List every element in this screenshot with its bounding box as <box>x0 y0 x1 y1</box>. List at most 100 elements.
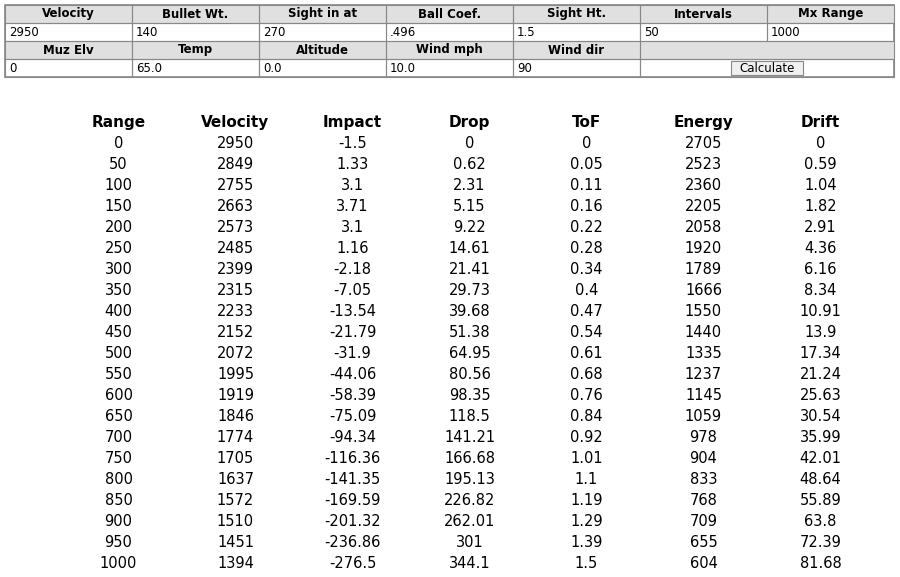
Text: -75.09: -75.09 <box>328 409 376 424</box>
Bar <box>767 5 894 23</box>
Text: 270: 270 <box>263 25 285 39</box>
Text: 1550: 1550 <box>685 304 722 319</box>
Text: 400: 400 <box>104 304 132 319</box>
Text: 950: 950 <box>104 535 132 550</box>
Text: Muz Elv: Muz Elv <box>43 43 94 57</box>
Text: 0: 0 <box>815 136 825 151</box>
Text: 1059: 1059 <box>685 409 722 424</box>
Text: Temp: Temp <box>178 43 213 57</box>
Text: 500: 500 <box>104 346 132 361</box>
Text: 800: 800 <box>104 472 132 487</box>
Text: 300: 300 <box>104 262 132 277</box>
Text: 29.73: 29.73 <box>448 283 490 298</box>
Text: Wind dir: Wind dir <box>548 43 605 57</box>
Text: 2755: 2755 <box>217 178 254 193</box>
Text: 904: 904 <box>689 451 717 466</box>
Bar <box>640 23 767 41</box>
Bar <box>767 5 894 23</box>
Text: Range: Range <box>92 115 146 130</box>
Text: 50: 50 <box>644 25 659 39</box>
Text: 650: 650 <box>104 409 132 424</box>
Text: 1774: 1774 <box>217 430 254 445</box>
Text: 0.22: 0.22 <box>570 220 603 235</box>
Text: 350: 350 <box>104 283 132 298</box>
Text: 150: 150 <box>104 199 132 214</box>
Text: 4.36: 4.36 <box>805 241 837 256</box>
Text: 200: 200 <box>104 220 132 235</box>
Text: ToF: ToF <box>572 115 601 130</box>
Text: 1000: 1000 <box>100 556 137 571</box>
Bar <box>5 5 132 23</box>
Bar <box>5 23 132 41</box>
Text: 0: 0 <box>581 136 591 151</box>
Bar <box>259 41 386 59</box>
Bar <box>513 5 640 23</box>
Text: Sight in at: Sight in at <box>288 8 357 21</box>
Text: 2315: 2315 <box>217 283 254 298</box>
Text: 1846: 1846 <box>217 409 254 424</box>
Text: 25.63: 25.63 <box>799 388 842 403</box>
Text: 768: 768 <box>689 493 717 508</box>
Bar <box>640 59 894 77</box>
Text: 3.1: 3.1 <box>341 220 365 235</box>
Text: 0.61: 0.61 <box>571 346 603 361</box>
Text: 1.5: 1.5 <box>517 25 535 39</box>
Bar <box>5 5 132 23</box>
Text: -44.06: -44.06 <box>328 367 376 382</box>
Bar <box>259 59 386 77</box>
Text: Intervals: Intervals <box>674 8 733 21</box>
Text: 1.16: 1.16 <box>337 241 369 256</box>
Text: 2523: 2523 <box>685 157 722 172</box>
Bar <box>132 41 259 59</box>
Text: 655: 655 <box>689 535 717 550</box>
Text: 42.01: 42.01 <box>799 451 842 466</box>
Text: 1666: 1666 <box>685 283 722 298</box>
Text: 0: 0 <box>113 136 123 151</box>
Text: 13.9: 13.9 <box>805 325 837 340</box>
Bar <box>132 23 259 41</box>
Text: 0.0: 0.0 <box>263 62 282 74</box>
Text: 0: 0 <box>464 136 474 151</box>
Text: -236.86: -236.86 <box>324 535 381 550</box>
Text: 262.01: 262.01 <box>444 514 495 529</box>
Text: 0.47: 0.47 <box>570 304 603 319</box>
Text: 0: 0 <box>9 62 16 74</box>
Text: 8.34: 8.34 <box>805 283 837 298</box>
Text: Bullet Wt.: Bullet Wt. <box>162 8 229 21</box>
Text: 1.39: 1.39 <box>571 535 603 550</box>
Text: Wind mph: Wind mph <box>416 43 483 57</box>
Text: 0.11: 0.11 <box>571 178 603 193</box>
Text: Drift: Drift <box>801 115 840 130</box>
Text: 1237: 1237 <box>685 367 722 382</box>
Text: 1.29: 1.29 <box>571 514 603 529</box>
Bar <box>731 61 803 75</box>
Text: 0.76: 0.76 <box>570 388 603 403</box>
Text: 1.01: 1.01 <box>571 451 603 466</box>
Text: 1.82: 1.82 <box>805 199 837 214</box>
Text: 1335: 1335 <box>685 346 722 361</box>
Bar <box>640 41 894 59</box>
Text: 2072: 2072 <box>217 346 254 361</box>
Text: Altitude: Altitude <box>296 43 349 57</box>
Bar <box>640 5 767 23</box>
Text: 0.62: 0.62 <box>453 157 486 172</box>
Text: 1919: 1919 <box>217 388 254 403</box>
Text: 98.35: 98.35 <box>449 388 491 403</box>
Text: Velocity: Velocity <box>42 8 94 21</box>
Text: -141.35: -141.35 <box>324 472 381 487</box>
Text: 9.22: 9.22 <box>453 220 486 235</box>
Text: 1.19: 1.19 <box>571 493 603 508</box>
Text: -58.39: -58.39 <box>329 388 376 403</box>
Text: 709: 709 <box>689 514 717 529</box>
Text: 2205: 2205 <box>685 199 722 214</box>
Text: 2233: 2233 <box>217 304 254 319</box>
Text: 3.1: 3.1 <box>341 178 365 193</box>
Text: Ball Coef.: Ball Coef. <box>418 8 482 21</box>
Bar <box>386 41 513 59</box>
Text: 2152: 2152 <box>217 325 254 340</box>
Text: 10.91: 10.91 <box>799 304 842 319</box>
Text: 2663: 2663 <box>217 199 254 214</box>
Text: -1.5: -1.5 <box>338 136 367 151</box>
Text: 2950: 2950 <box>217 136 254 151</box>
Text: 118.5: 118.5 <box>448 409 490 424</box>
